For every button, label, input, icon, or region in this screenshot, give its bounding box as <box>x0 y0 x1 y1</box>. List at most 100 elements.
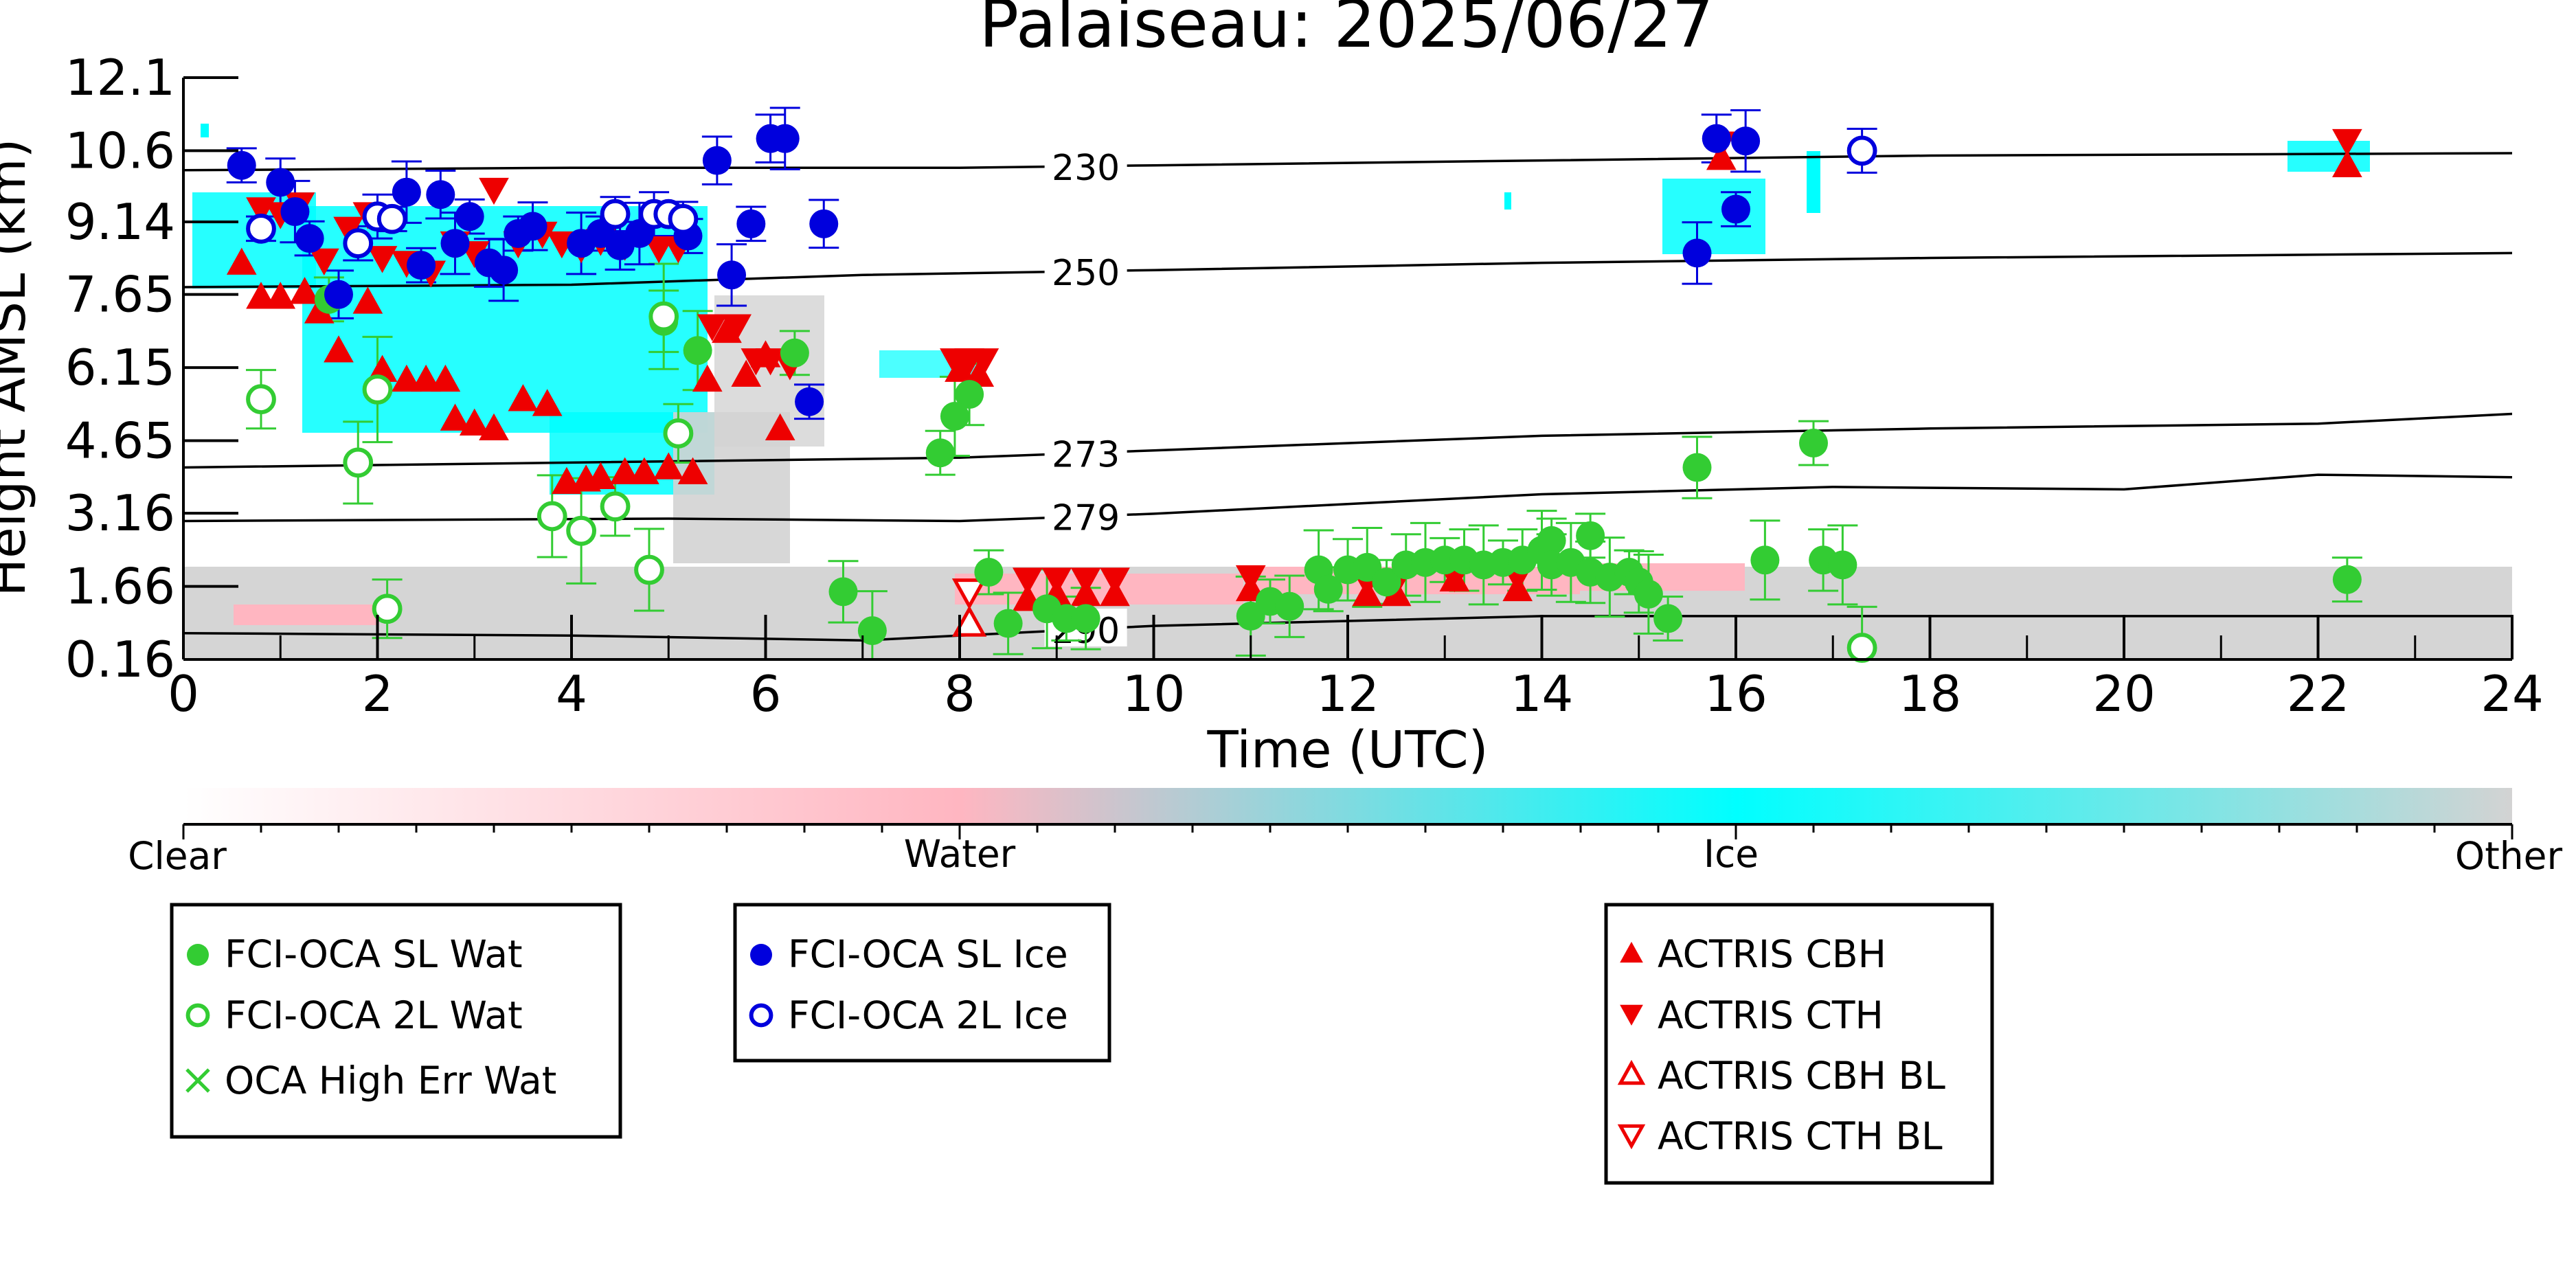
point-fci-oca-sl-wat <box>974 558 1004 587</box>
point-fci-oca-sl-wat <box>1372 567 1401 597</box>
point-actris-cbh <box>508 384 539 411</box>
ice-region <box>1504 192 1511 210</box>
point-fci-oca-2l-wat <box>536 501 567 532</box>
y-axis-label: Height AMSL (km) <box>0 138 37 596</box>
chart-title: Palaiseau: 2025/06/27 <box>979 0 1714 63</box>
point-fci-oca-sl-ice <box>295 224 324 253</box>
ice-region <box>1807 151 1820 213</box>
point-fci-oca-sl-wat <box>780 338 809 368</box>
contour-line-250 <box>183 251 2512 289</box>
x-axis-ticks: 0 2 4 6 8 10 12 14 16 18 20 22 24 <box>168 615 2544 723</box>
legend-ice: FCI-OCA SL Ice FCI-OCA 2L Ice <box>733 903 1111 1063</box>
point-actris-cth <box>1100 567 1130 595</box>
colorbar-label-other: Other <box>2455 834 2563 878</box>
point-fci-oca-2l-wat <box>648 301 679 332</box>
point-fci-oca-sl-ice <box>266 168 295 197</box>
point-fci-oca-2l-wat <box>1846 633 1877 663</box>
point-actris-cbh <box>246 282 276 309</box>
legend-label-2l-ice: FCI-OCA 2L Ice <box>788 993 1068 1037</box>
y-tick-label: 10.6 <box>65 122 175 179</box>
point-actris-cbh <box>352 286 383 314</box>
x-tick-label: 6 <box>750 665 782 723</box>
point-actris-cbh <box>226 247 257 275</box>
point-fci-oca-2l-wat <box>663 418 694 449</box>
point-actris-cth <box>2332 128 2362 157</box>
point-fci-oca-sl-wat <box>1071 604 1100 633</box>
point-actris-cth <box>644 236 674 264</box>
colorbar-ticks <box>182 824 2513 839</box>
legend-label-2l-wat: FCI-OCA 2L Wat <box>225 993 523 1037</box>
point-fci-oca-sl-ice <box>426 180 455 210</box>
contour-label-bg <box>1044 495 1127 534</box>
point-fci-oca-2l-wat <box>246 384 276 415</box>
x-tick-label: 8 <box>944 665 975 723</box>
point-fci-oca-sl-wat <box>1634 579 1663 609</box>
legend-marker-symbol <box>750 944 772 966</box>
point-actris-cth <box>308 248 339 276</box>
point-fci-oca-sl-wat <box>925 438 955 468</box>
contour-label-230: 230 <box>1052 148 1120 189</box>
water-patch <box>955 574 1243 605</box>
point-actris-cbh <box>411 364 441 392</box>
point-fci-oca-2l-wat <box>362 374 393 405</box>
point-actris-cbh <box>2332 150 2362 177</box>
point-fci-oca-sl-wat <box>1537 526 1566 555</box>
x-tick-label: 22 <box>2287 665 2350 723</box>
point-actris-cbh <box>731 359 762 387</box>
contour-label-250: 250 <box>1052 253 1120 294</box>
point-fci-oca-sl-wat <box>1828 550 1857 580</box>
point-fci-oca-sl-ice <box>489 256 519 285</box>
y-tick-label: 12.1 <box>65 49 175 106</box>
x-tick-label: 14 <box>1511 665 1574 723</box>
point-actris-cbh <box>392 364 422 392</box>
point-fci-oca-2l-wat <box>600 491 631 522</box>
point-fci-oca-sl-ice <box>440 229 470 258</box>
point-fci-oca-sl-ice <box>809 209 839 238</box>
point-fci-oca-sl-wat <box>1576 521 1605 550</box>
point-fci-oca-2l-wat <box>634 554 664 585</box>
contour-label-279: 279 <box>1052 498 1120 539</box>
x-tick-label: 0 <box>168 665 199 723</box>
y-tick-label: 7.65 <box>65 266 175 324</box>
point-actris-cbh <box>585 462 616 489</box>
point-actris-cbh <box>440 403 471 431</box>
legend-marker-symbol <box>187 944 209 966</box>
x-tick-label: 4 <box>556 665 587 723</box>
point-fci-oca-sl-ice <box>770 124 800 153</box>
point-fci-oca-sl-wat <box>683 336 712 365</box>
x-tick-label: 12 <box>1316 665 1379 723</box>
point-actris-cbh <box>532 389 563 416</box>
contour-line-230 <box>183 152 2512 172</box>
point-fci-oca-2l-ice <box>1846 135 1877 166</box>
contour-line-273 <box>183 412 2512 469</box>
point-fci-oca-2l-ice <box>600 199 631 229</box>
legend-marker-symbol <box>1617 1059 1646 1085</box>
y-tick-label: 4.65 <box>65 411 175 469</box>
legend-label-cbh: ACTRIS CBH <box>1658 932 1886 976</box>
point-fci-oca-sl-wat <box>955 380 984 409</box>
contour-line-279 <box>183 473 2512 523</box>
legend-marker-cbh <box>1620 941 1643 963</box>
point-fci-oca-sl-ice <box>736 209 766 238</box>
y-tick-label: 1.66 <box>65 558 175 615</box>
point-fci-oca-sl-wat <box>1653 604 1683 633</box>
point-actris-cth <box>1041 567 1072 595</box>
point-fci-oca-sl-ice <box>1731 126 1761 156</box>
point-actris-cbh <box>324 335 354 363</box>
point-fci-oca-sl-wat <box>857 616 887 646</box>
point-actris-cth <box>1235 565 1266 593</box>
legend-label-sl-wat: FCI-OCA SL Wat <box>225 932 523 976</box>
point-actris-cbh <box>692 364 723 392</box>
point-fci-oca-sl-wat <box>940 402 969 431</box>
legend-marker-cth <box>1620 1004 1643 1026</box>
point-fci-oca-sl-ice <box>455 202 484 231</box>
point-fci-oca-sl-ice <box>518 212 547 241</box>
point-fci-oca-2l-wat <box>566 515 597 546</box>
colorbar-label-water: Water <box>904 832 1016 876</box>
legend-marker-symbol <box>749 1003 773 1028</box>
marker-stroke <box>185 1068 210 1093</box>
y-tick-label: 0.16 <box>65 631 175 688</box>
point-fci-oca-sl-wat <box>1275 591 1304 621</box>
point-fci-oca-sl-ice <box>717 260 747 290</box>
